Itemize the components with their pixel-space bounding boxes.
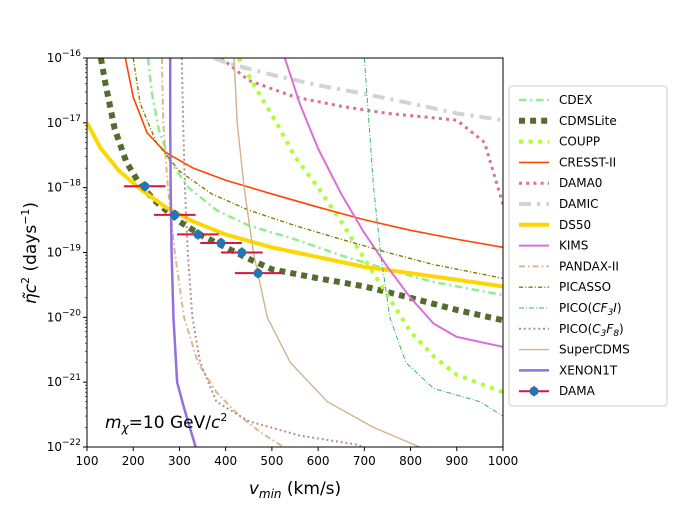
y-tick-label-−19: 10−19 xyxy=(47,244,82,260)
legend-label-ds50: DS50 xyxy=(559,218,591,232)
dama-layer xyxy=(123,181,282,279)
x-tick-label-200: 200 xyxy=(122,454,145,468)
series-xenon1t xyxy=(168,58,197,447)
x-tick-label-300: 300 xyxy=(168,454,191,468)
series-cdmslite xyxy=(97,58,503,324)
dama-point-3 xyxy=(200,238,242,249)
dama-point-5 xyxy=(234,268,282,279)
legend-label-coupp: COUPP xyxy=(559,135,600,149)
series-picasso xyxy=(132,58,503,279)
y-tick-label-−22: 10−22 xyxy=(47,438,81,454)
legend-item-xenon1t: XENON1T xyxy=(519,363,618,377)
series-pico-cf-i xyxy=(363,58,503,417)
legend-label-supercdms: SuperCDMS xyxy=(559,343,630,357)
legend-label-pico-c-f: PICO(C3F8) xyxy=(559,322,624,339)
series-damic xyxy=(213,58,503,123)
dama-point-2 xyxy=(177,229,219,240)
x-tick-label-800: 800 xyxy=(399,454,422,468)
series-kims xyxy=(283,58,503,348)
dama-point-0 xyxy=(123,181,166,192)
series-pico-c-f xyxy=(180,58,365,447)
legend-item-damic: DAMIC xyxy=(519,197,599,211)
legend: CDEX CDMSLite COUPP CRESST-II DAMA0 DAMIC DS50… xyxy=(508,85,668,407)
mass-annotation: mχ=10 GeV/c2 xyxy=(105,411,227,435)
x-tick-label-500: 500 xyxy=(260,454,283,468)
legend-label-picasso: PICASSO xyxy=(559,280,611,294)
series-layer xyxy=(87,58,503,447)
legend-item-coupp: COUPP xyxy=(519,135,600,149)
dama-point-4 xyxy=(221,247,263,258)
series-pandax-ii xyxy=(160,58,284,447)
legend-label-damic: DAMIC xyxy=(559,197,599,211)
series-dama0 xyxy=(220,58,503,205)
legend-label-cdex: CDEX xyxy=(559,93,592,107)
y-tick-label-−21: 10−21 xyxy=(47,373,81,389)
y-tick-label-−16: 10−16 xyxy=(47,49,82,65)
y-tick-label-−18: 10−18 xyxy=(47,179,82,195)
x-ticks: 100 200 300 400 500 600 700 800 900 1000 xyxy=(76,447,519,468)
legend-label-kims: KIMS xyxy=(559,239,588,253)
dama-point-1 xyxy=(154,209,196,220)
series-supercdms xyxy=(233,58,421,447)
legend-label-pico-cf-i: PICO(CF3I) xyxy=(559,301,622,318)
series-cresst-ii xyxy=(124,58,503,249)
series-coupp xyxy=(236,58,503,395)
x-tick-label-700: 700 xyxy=(353,454,376,468)
legend-label-dama: DAMA xyxy=(559,384,596,398)
legend-label-dama0: DAMA0 xyxy=(559,176,602,190)
legend-item-picasso: PICASSO xyxy=(519,280,611,294)
x-tick-label-1000: 1000 xyxy=(488,454,519,468)
x-tick-label-400: 400 xyxy=(214,454,237,468)
x-axis-label: vmin (km/s) xyxy=(249,479,341,501)
legend-item-ds50: DS50 xyxy=(519,218,591,232)
legend-label-cresst-ii: CRESST-II xyxy=(559,155,616,169)
y-tick-label-−20: 10−20 xyxy=(47,308,82,324)
legend-item-pico-c-f: PICO(C3F8) xyxy=(519,322,624,339)
legend-item-supercdms: SuperCDMS xyxy=(519,343,630,357)
legend-item-kims: KIMS xyxy=(519,239,588,253)
legend-label-pandax-ii: PANDAX-II xyxy=(559,259,619,273)
series-ds50 xyxy=(87,121,503,289)
y-axis-label: η̃c2 (days−1) xyxy=(19,202,41,304)
legend-item-dama: DAMA xyxy=(519,384,596,398)
x-tick-label-100: 100 xyxy=(76,454,99,468)
legend-item-cdmslite: CDMSLite xyxy=(519,114,617,128)
y-ticks: 10−22 10−21 10−20 10−19 10−18 10−17 10−16 xyxy=(47,49,87,454)
legend-label-cdmslite: CDMSLite xyxy=(559,114,617,128)
legend-box xyxy=(508,85,668,407)
y-tick-label-−17: 10−17 xyxy=(47,114,81,130)
x-tick-label-900: 900 xyxy=(445,454,468,468)
legend-item-pandax-ii: PANDAX-II xyxy=(519,259,619,273)
x-tick-label-600: 600 xyxy=(307,454,330,468)
legend-item-cdex: CDEX xyxy=(519,93,592,107)
legend-item-dama0: DAMA0 xyxy=(519,176,602,190)
legend-item-cresst-ii: CRESST-II xyxy=(519,155,616,169)
legend-label-xenon1t: XENON1T xyxy=(559,363,618,377)
legend-item-pico-cf-i: PICO(CF3I) xyxy=(519,301,622,318)
